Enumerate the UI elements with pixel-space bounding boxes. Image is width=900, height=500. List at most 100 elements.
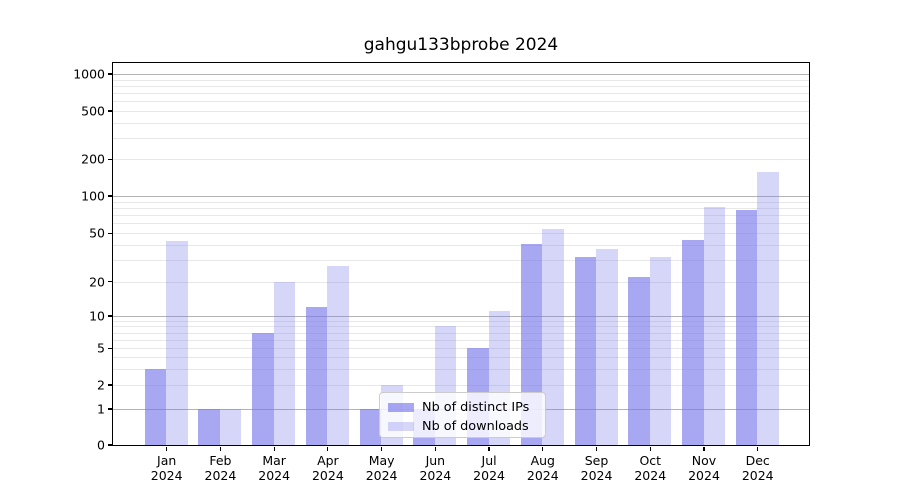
y-tick-mark-1000 (108, 73, 112, 75)
downloads-swatch (388, 422, 414, 431)
gridline-y-400 (113, 122, 809, 124)
bar-ips-nov (682, 240, 704, 445)
x-tick-mark-may (381, 446, 383, 451)
gridline-y-30 (113, 260, 809, 262)
gridline-y-5 (113, 348, 809, 350)
axis-spine-left (112, 62, 114, 446)
x-tick-mark-nov (703, 446, 705, 451)
bar-downloads-sep (596, 249, 618, 445)
bar-ips-sep (574, 256, 597, 445)
gridline-y-900 (113, 79, 809, 81)
x-tick-year: 2024 (204, 468, 237, 483)
x-tick-year: 2024 (150, 468, 183, 483)
bar-ips-dec (735, 210, 758, 445)
bar-ips-mar (252, 332, 274, 445)
legend: Nb of distinct IPs Nb of downloads (379, 392, 546, 438)
y-tick-label-5: 5 (97, 340, 105, 356)
gridline-y-7 (113, 332, 809, 334)
bar-downloads-apr (327, 265, 349, 445)
x-tick-label-apr: Apr 2024 (298, 453, 358, 483)
x-tick-mark-jan (166, 446, 168, 451)
x-tick-month: Jan (157, 453, 177, 468)
legend-item-distinct-ips: Nb of distinct IPs (388, 398, 545, 417)
x-tick-label-feb: Feb 2024 (190, 453, 250, 483)
y-tick-mark-200 (108, 158, 112, 160)
gridline-y-600 (113, 101, 809, 103)
x-tick-mark-oct (649, 446, 651, 451)
x-tick-month: Aug (530, 453, 555, 468)
gridline-y-700 (113, 93, 809, 95)
gridline-y-6 (113, 339, 809, 341)
x-tick-label-mar: Mar 2024 (244, 453, 304, 483)
x-tick-mark-dec (757, 446, 759, 451)
bar-downloads-dec (757, 172, 779, 445)
x-tick-month: Mar (262, 453, 286, 468)
x-tick-year: 2024 (580, 468, 613, 483)
y-tick-label-100: 100 (81, 188, 105, 204)
legend-label-distinct-ips: Nb of distinct IPs (422, 400, 530, 415)
y-tick-label-0: 0 (97, 437, 105, 453)
x-tick-mark-apr (327, 446, 329, 451)
distinct-ips-swatch (388, 403, 414, 412)
gridline-y-4 (113, 357, 809, 359)
x-tick-label-aug: Aug 2024 (513, 453, 573, 483)
x-tick-label-dec: Dec 2024 (728, 453, 788, 483)
y-tick-label-50: 50 (89, 225, 105, 241)
x-tick-label-jan: Jan 2024 (137, 453, 197, 483)
x-tick-year: 2024 (526, 468, 559, 483)
x-tick-label-oct: Oct 2024 (620, 453, 680, 483)
gridline-y-50 (113, 233, 809, 235)
x-tick-month: Nov (691, 453, 717, 468)
x-tick-label-jul: Jul 2024 (459, 453, 519, 483)
y-tick-mark-2 (108, 384, 112, 386)
bar-downloads-aug (542, 229, 564, 445)
bar-ips-oct (628, 276, 650, 445)
bar-downloads-mar (273, 281, 296, 445)
gridline-y-500 (113, 111, 809, 112)
gridline-y-2 (113, 385, 809, 386)
x-tick-mark-aug (542, 446, 544, 451)
y-tick-label-1: 1 (97, 401, 105, 417)
x-tick-month: Jul (481, 453, 497, 468)
bar-downloads-oct (649, 256, 672, 445)
y-tick-mark-500 (108, 110, 112, 112)
y-tick-mark-100 (108, 195, 112, 197)
x-tick-year: 2024 (634, 468, 667, 483)
x-tick-month: Feb (209, 453, 232, 468)
bar-ips-may (359, 409, 382, 445)
x-tick-mark-jul (488, 446, 490, 451)
x-tick-label-jun: Jun 2024 (405, 453, 465, 483)
axis-spine-right (809, 62, 811, 446)
y-tick-mark-50 (108, 232, 112, 234)
gridline-y-9 (113, 320, 809, 322)
y-tick-mark-1 (108, 408, 112, 410)
gridline-y-800 (113, 85, 809, 87)
chart-title: gahgu133bprobe 2024 (363, 35, 559, 55)
legend-label-downloads: Nb of downloads (422, 419, 529, 434)
axis-spine-bottom (112, 445, 810, 447)
x-tick-month: Oct (639, 453, 662, 468)
bar-ips-jan (144, 368, 167, 445)
x-tick-month: Jun (425, 453, 446, 468)
gridline-y-20 (113, 281, 809, 283)
x-tick-year: 2024 (258, 468, 291, 483)
axis-spine-top (112, 62, 810, 64)
gridline-y-40 (113, 245, 809, 247)
x-tick-label-may: May 2024 (352, 453, 412, 483)
x-tick-month: Apr (317, 453, 339, 468)
y-tick-mark-0 (108, 444, 112, 446)
y-tick-label-500: 500 (81, 103, 105, 119)
bar-downloads-feb (219, 409, 242, 445)
y-tick-label-10: 10 (89, 308, 105, 324)
x-tick-month: Dec (745, 453, 770, 468)
gridline-y-1000 (113, 74, 809, 75)
y-tick-mark-20 (108, 281, 112, 283)
x-tick-year: 2024 (473, 468, 505, 483)
gridline-y-70 (113, 215, 809, 217)
x-tick-mark-jun (434, 446, 436, 451)
x-tick-year: 2024 (688, 468, 720, 483)
x-tick-mark-feb (219, 446, 222, 451)
bar-ips-apr (305, 306, 328, 445)
gridline-y-200 (113, 159, 809, 161)
y-tick-mark-10 (108, 315, 112, 317)
